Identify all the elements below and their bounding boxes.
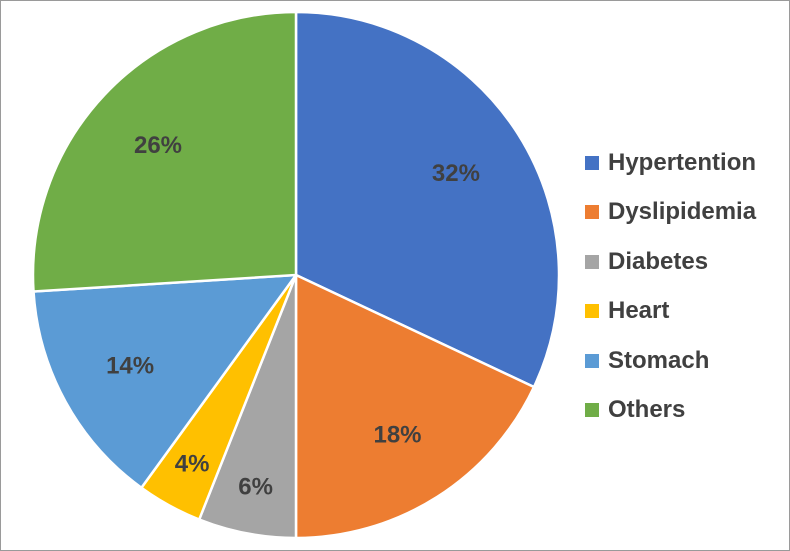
pie-slice-hypertention bbox=[294, 10, 561, 389]
legend-label: Stomach bbox=[608, 346, 710, 374]
legend-item-stomach: Stomach bbox=[585, 336, 756, 386]
pie-slice-others bbox=[31, 10, 298, 293]
pie-label-dyslipidemia: 18% bbox=[373, 421, 421, 448]
legend-item-hypertention: Hypertention bbox=[585, 138, 756, 188]
legend-swatch bbox=[585, 254, 599, 269]
pie-label-stomach: 14% bbox=[106, 353, 154, 380]
pie-label-diabetes: 6% bbox=[238, 473, 273, 500]
legend-label: Dyslipidemia bbox=[608, 198, 757, 226]
legend-label: Diabetes bbox=[608, 247, 709, 275]
pie-slice-stomach bbox=[32, 273, 298, 490]
legend-swatch bbox=[585, 403, 599, 418]
legend-swatch bbox=[585, 304, 599, 319]
legend-item-diabetes: Diabetes bbox=[585, 237, 756, 287]
pie-slice-dyslipidemia bbox=[294, 273, 536, 540]
pie-label-heart: 4% bbox=[175, 451, 210, 478]
pie-slices bbox=[31, 10, 561, 540]
legend-item-heart: Heart bbox=[585, 287, 756, 337]
legend-label: Heart bbox=[608, 297, 670, 325]
legend-swatch bbox=[585, 155, 599, 170]
pie-label-others: 26% bbox=[134, 132, 182, 159]
legend-label: Others bbox=[608, 396, 686, 424]
legend-swatch bbox=[585, 353, 599, 368]
legend-item-others: Others bbox=[585, 386, 756, 436]
legend-label: Hypertention bbox=[608, 148, 757, 176]
legend: Hypertention Dyslipidemia Diabetes Heart… bbox=[585, 138, 756, 435]
pie-label-hypertention: 32% bbox=[432, 160, 480, 187]
legend-swatch bbox=[585, 205, 599, 220]
pie-labels: 32% 18% 6% 4% 14% 26% bbox=[106, 132, 480, 500]
legend-item-dyslipidemia: Dyslipidemia bbox=[585, 188, 756, 238]
